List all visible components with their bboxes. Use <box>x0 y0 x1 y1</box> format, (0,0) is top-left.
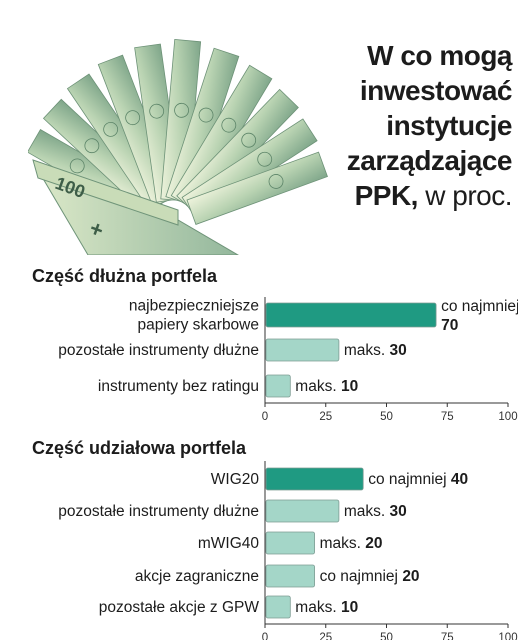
debt-bar-chart: najbezpieczniejsze papiery skarbowe co naj… <box>58 297 518 423</box>
x-tick-label: 100 <box>498 411 517 423</box>
x-tick-label: 75 <box>441 632 454 640</box>
category-label: najbezpieczniejsze <box>129 298 259 315</box>
bar <box>265 467 364 491</box>
bar <box>265 499 340 523</box>
title-line: instytucje <box>386 110 512 141</box>
bar <box>265 374 291 398</box>
x-tick-label: 100 <box>498 632 517 640</box>
bar <box>265 302 437 328</box>
page-title: W co mogą inwestować instytucje zarządza… <box>282 38 513 213</box>
x-tick-label: 0 <box>262 411 268 423</box>
category-label: instrumenty bez ratingu <box>98 378 259 395</box>
title-line: W co mogą <box>367 40 512 71</box>
category-label: mWIG40 <box>198 535 260 552</box>
value-label: co najmniej 20 <box>320 568 420 585</box>
title-ppk: PPK, <box>354 180 419 211</box>
equity-section-title: Część udziałowa portfela <box>32 438 247 458</box>
value-label: maks. 20 <box>320 535 383 552</box>
value-label: maks. 10 <box>295 378 358 395</box>
value-prefix: co najmniej <box>441 298 518 315</box>
x-tick-label: 25 <box>319 411 332 423</box>
value-label: co najmniej 40 <box>368 471 468 488</box>
category-label: pozostałe instrumenty dłużne <box>58 503 259 520</box>
title-unit: w proc. <box>425 180 512 211</box>
title-line: PPK, w proc. <box>282 178 513 213</box>
bar <box>265 595 291 619</box>
value-label: maks. 10 <box>295 599 358 616</box>
x-tick-label: 25 <box>319 632 332 640</box>
category-label: papiery skarbowe <box>138 317 259 334</box>
category-label: pozostałe instrumenty dłużne <box>58 342 259 359</box>
title-line: zarządzające <box>346 145 513 176</box>
debt-section-title: Część dłużna portfela <box>32 266 218 286</box>
x-tick-label: 0 <box>262 632 268 640</box>
banknotes-illustration: 100 + <box>28 39 328 255</box>
value-label: maks. 30 <box>344 503 407 520</box>
bar <box>265 564 315 588</box>
category-label: WIG20 <box>211 471 260 488</box>
x-tick-label: 75 <box>441 411 454 423</box>
value-number: 70 <box>441 317 458 334</box>
value-label: maks. 30 <box>344 342 407 359</box>
equity-bar-chart: WIG20 co najmniej 40 pozostałe instrumenty… <box>58 461 518 640</box>
title-line: inwestować <box>359 75 513 106</box>
category-label: akcje zagraniczne <box>135 568 259 585</box>
bar <box>265 338 340 362</box>
x-tick-label: 50 <box>380 632 393 640</box>
bar <box>265 531 315 555</box>
category-label: pozostałe akcje z GPW <box>99 599 260 616</box>
x-tick-label: 50 <box>380 411 393 423</box>
